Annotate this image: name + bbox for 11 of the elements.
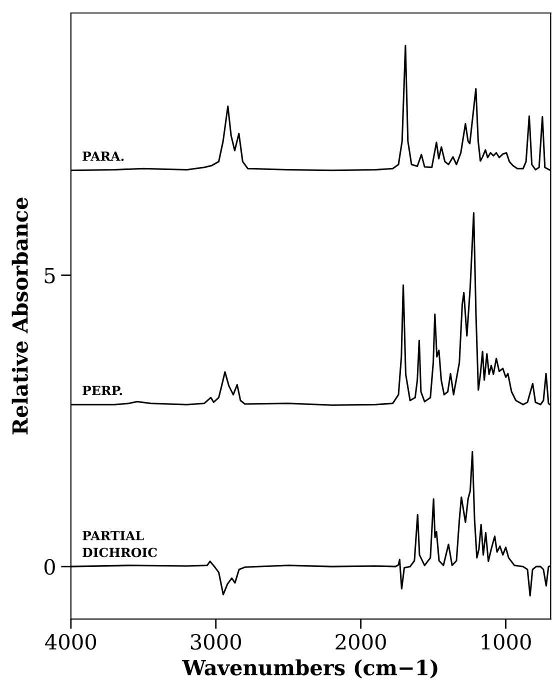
series-label: PARA. — [82, 152, 124, 161]
x-tick-label: 2000 — [336, 634, 386, 650]
series-label: PARTIAL DICHROIC — [82, 531, 157, 558]
y-axis-title: Relative Absorbance — [12, 198, 28, 434]
x-axis-title: Wavenumbers (cm−1) — [182, 659, 438, 678]
x-tick-label: 4000 — [45, 634, 96, 650]
x-tick-label: 3000 — [190, 634, 241, 650]
y-tick-label: 0 — [44, 559, 55, 575]
series-label: PERP. — [82, 386, 122, 396]
y-tick-label: 5 — [44, 268, 55, 284]
x-tick-label: 1000 — [482, 634, 531, 650]
